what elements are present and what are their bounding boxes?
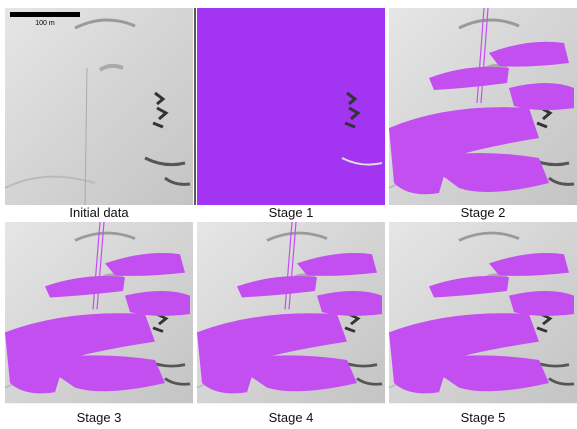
caption: Stage 1 bbox=[269, 205, 314, 220]
caption: Initial data bbox=[69, 205, 129, 220]
panel-stage-1 bbox=[197, 8, 385, 205]
caption: Stage 4 bbox=[269, 410, 314, 425]
panel-stage-4 bbox=[195, 220, 387, 406]
caption: Stage 5 bbox=[461, 410, 506, 425]
panel-initial bbox=[3, 6, 195, 207]
panel-stage-5 bbox=[387, 220, 577, 406]
caption: Stage 3 bbox=[77, 410, 122, 425]
panel-stage-3 bbox=[3, 220, 195, 406]
scale-bar bbox=[10, 12, 80, 17]
panel-stage-2 bbox=[387, 6, 577, 207]
caption: Stage 2 bbox=[461, 205, 506, 220]
scale-label: 100 m bbox=[35, 20, 55, 27]
